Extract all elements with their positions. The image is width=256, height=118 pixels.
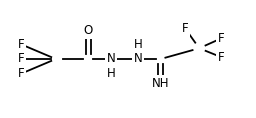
- Text: F: F: [182, 22, 189, 35]
- Text: F: F: [18, 67, 25, 80]
- Text: H: H: [107, 67, 115, 80]
- Text: H: H: [134, 38, 142, 51]
- Text: N: N: [107, 53, 115, 65]
- Text: F: F: [218, 51, 224, 64]
- Text: O: O: [84, 24, 93, 37]
- Text: F: F: [18, 38, 25, 51]
- Text: F: F: [218, 32, 224, 45]
- Text: F: F: [18, 53, 25, 65]
- Text: N: N: [134, 53, 142, 65]
- Text: NH: NH: [152, 77, 169, 90]
